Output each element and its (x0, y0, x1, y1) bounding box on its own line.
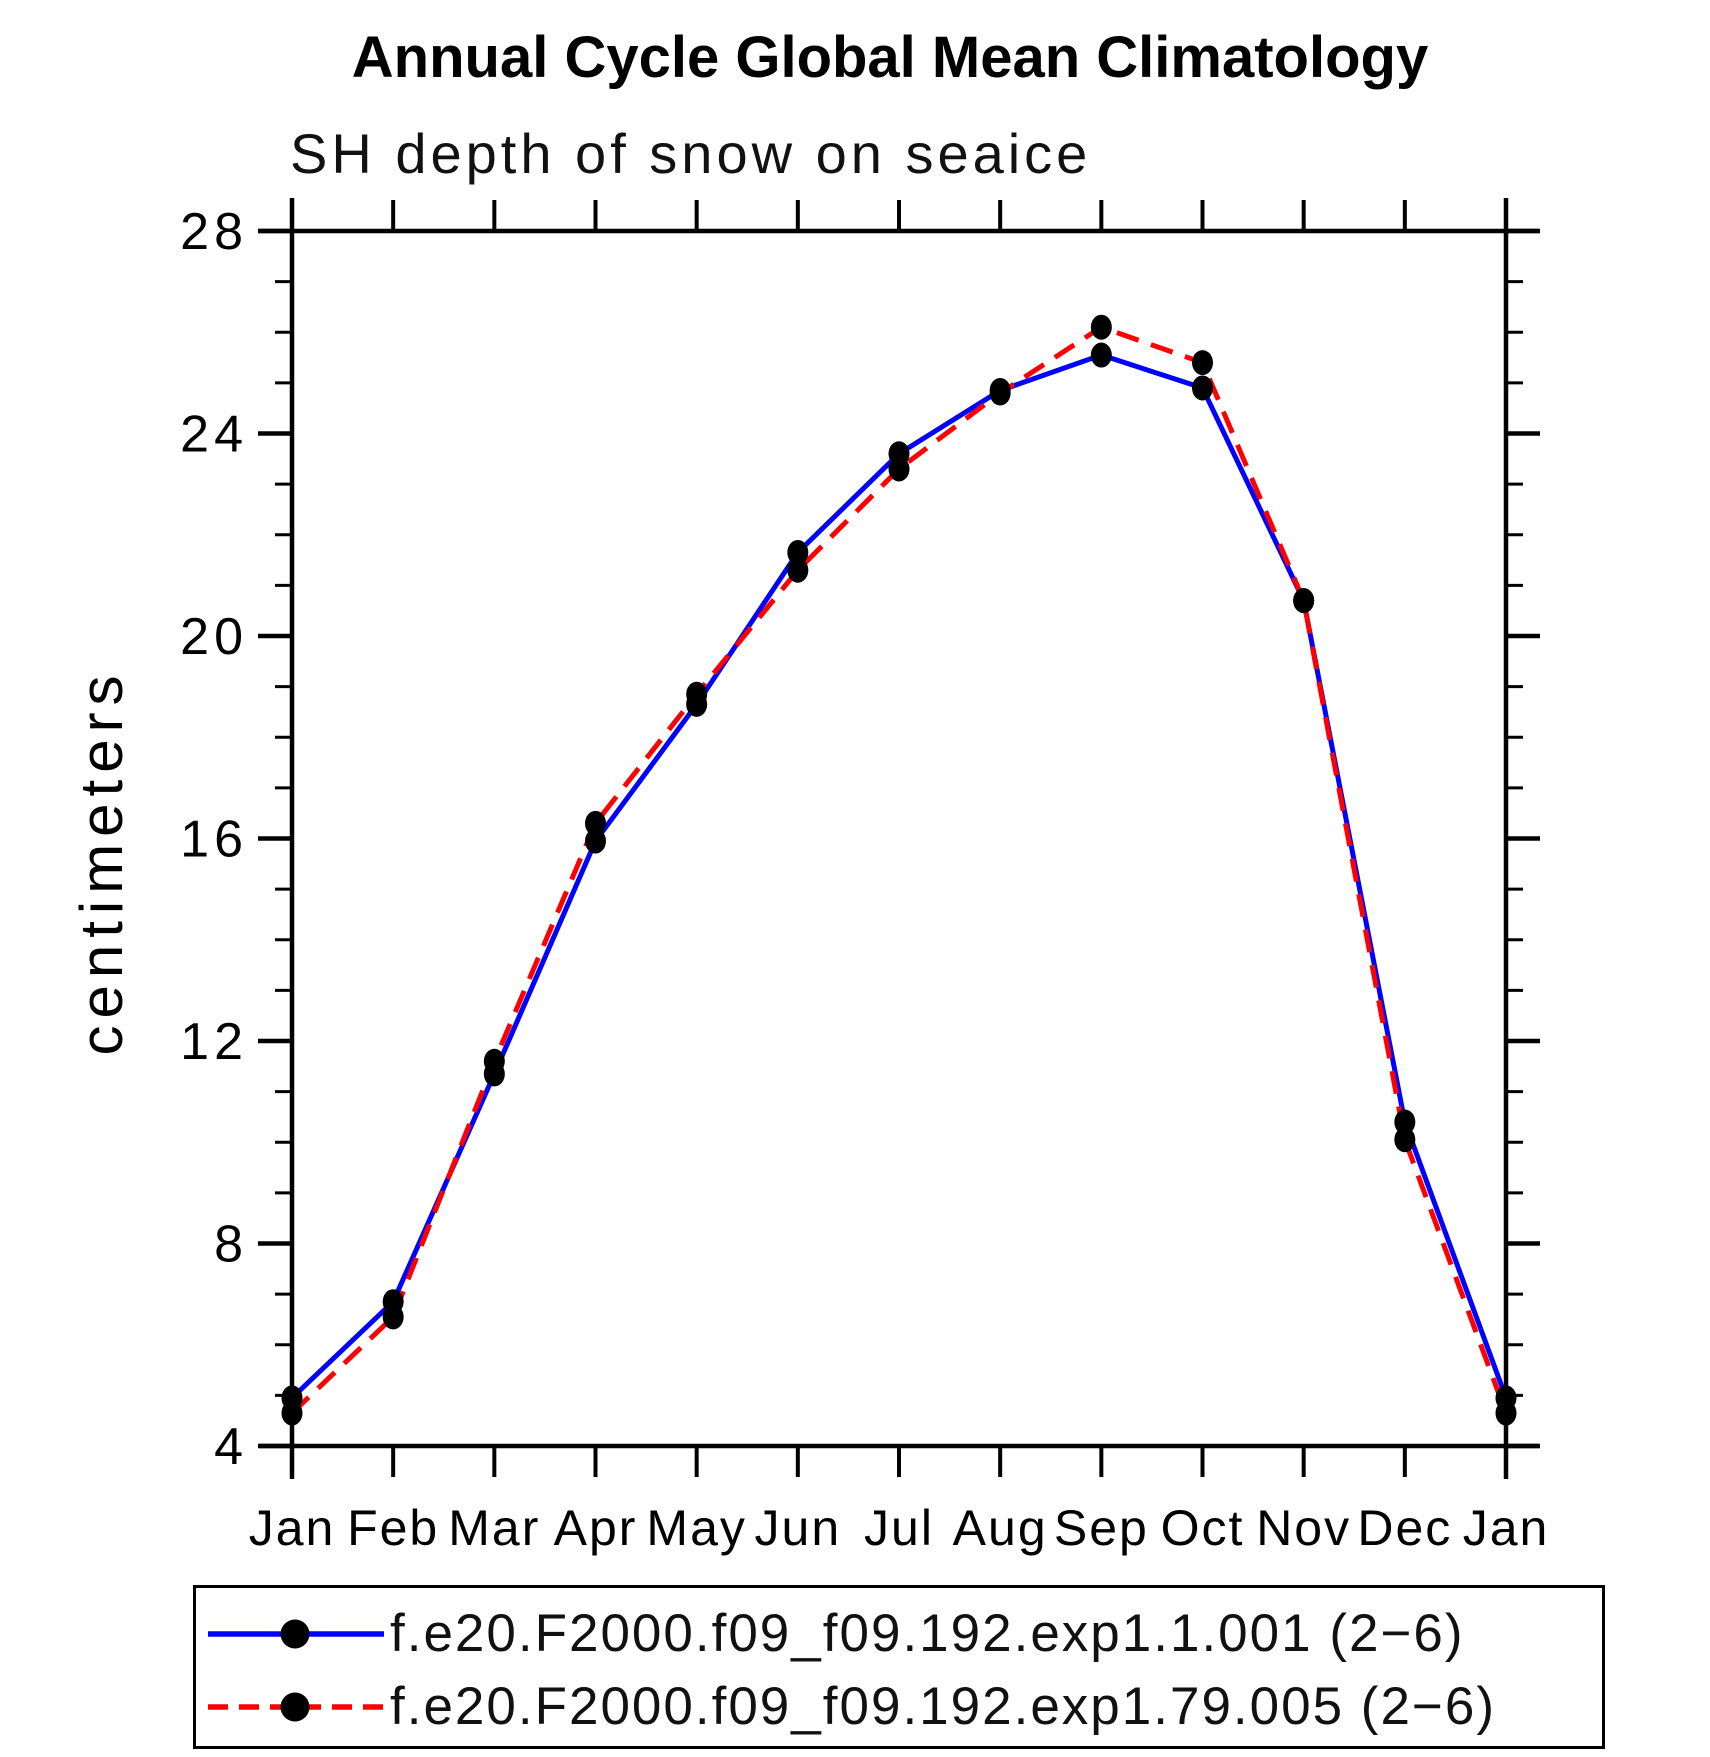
legend-sample-line-2 (208, 1692, 384, 1722)
x-tick-label: Jul (864, 1500, 934, 1556)
legend-label-1: f.e20.F2000.f09_f09.192.exp1.1.001 (2−6) (390, 1604, 1465, 1663)
x-tick-label: Jan (1463, 1500, 1550, 1556)
x-tick-label: Feb (347, 1500, 439, 1556)
data-marker-series-2 (888, 456, 910, 482)
data-marker-series-2 (1495, 1400, 1517, 1426)
y-tick-label: 20 (180, 608, 248, 666)
x-tick-label: Apr (554, 1500, 638, 1556)
legend-marker-2 (280, 1692, 310, 1722)
data-marker-series-1 (1090, 342, 1112, 368)
data-marker-series-2 (281, 1400, 303, 1426)
legend-item-1: f.e20.F2000.f09_f09.192.exp1.1.001 (2−6) (202, 1604, 1465, 1663)
chart-title: Annual Cycle Global Mean Climatology (351, 25, 1429, 90)
data-marker-series-2 (1293, 588, 1315, 614)
y-axis-title: centimeters (68, 668, 135, 1055)
data-marker-series-1 (1394, 1109, 1416, 1135)
data-marker-series-2 (686, 681, 708, 707)
y-tick-label: 28 (180, 203, 248, 261)
x-tick-label: Jan (249, 1500, 336, 1556)
series-line-1 (290, 352, 1509, 1400)
series-line-2 (290, 324, 1509, 1415)
legend-box: f.e20.F2000.f09_f09.192.exp1.1.001 (2−6)… (193, 1585, 1605, 1749)
data-marker-series-2 (1090, 314, 1112, 340)
y-tick-label: 8 (214, 1216, 248, 1274)
plot-area: Jan Feb Mar Apr May Jun Jul Aug Sep Oct Nov Dec Jan4… (68, 198, 1550, 1556)
x-tick-label: May (646, 1500, 746, 1556)
x-tick-label: Aug (953, 1500, 1048, 1556)
legend-marker-1 (280, 1619, 310, 1649)
data-marker-series-2 (787, 557, 809, 583)
y-tick-label: 4 (214, 1418, 248, 1476)
x-tick-label: Oct (1161, 1500, 1245, 1556)
data-marker-series-2 (483, 1048, 505, 1074)
data-marker-series-1 (787, 539, 809, 565)
legend-item-2: f.e20.F2000.f09_f09.192.exp1.79.005 (2−6… (202, 1677, 1497, 1736)
data-marker-series-1 (1192, 375, 1213, 401)
data-marker-series-2 (1192, 350, 1213, 376)
data-marker-series-2 (1394, 1127, 1416, 1153)
x-tick-label: Nov (1256, 1500, 1351, 1556)
x-tick-label: Mar (448, 1500, 540, 1556)
y-tick-label: 12 (180, 1013, 248, 1071)
legend-sample-line-1 (208, 1619, 384, 1649)
chart-subtitle: SH depth of snow on seaice (290, 122, 1092, 185)
data-marker-series-2 (585, 810, 606, 836)
legend-label-2: f.e20.F2000.f09_f09.192.exp1.79.005 (2−6… (390, 1677, 1497, 1736)
x-tick-label: Jun (755, 1500, 842, 1556)
data-marker-series-2 (989, 380, 1011, 406)
x-tick-label: Sep (1054, 1500, 1149, 1556)
y-tick-label: 16 (180, 811, 248, 869)
y-tick-label: 24 (180, 406, 248, 464)
data-marker-series-2 (382, 1304, 404, 1330)
x-tick-label: Dec (1357, 1500, 1452, 1556)
data-marker-series-1 (585, 828, 606, 854)
